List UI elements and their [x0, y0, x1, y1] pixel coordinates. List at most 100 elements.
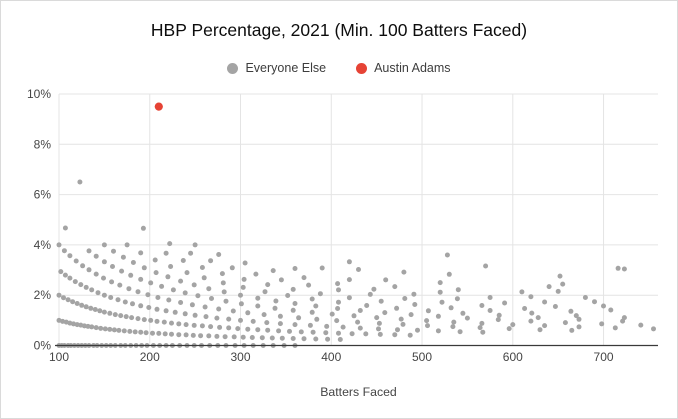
data-point[interactable] [261, 312, 267, 318]
data-point[interactable] [292, 266, 298, 271]
data-point[interactable] [128, 272, 134, 278]
data-point[interactable] [269, 335, 275, 341]
data-point[interactable] [621, 266, 627, 272]
data-point[interactable] [61, 295, 66, 301]
data-point[interactable] [542, 299, 548, 305]
data-point[interactable] [120, 254, 126, 260]
data-point[interactable] [250, 318, 256, 324]
data-point[interactable] [448, 305, 454, 311]
data-point[interactable] [162, 331, 168, 337]
data-point[interactable] [276, 328, 282, 334]
data-point[interactable] [340, 324, 346, 330]
data-point[interactable] [324, 323, 330, 329]
data-point[interactable] [357, 325, 363, 331]
data-point[interactable] [159, 283, 165, 289]
data-point[interactable] [336, 287, 341, 293]
data-point[interactable] [255, 295, 261, 301]
data-point[interactable] [552, 304, 558, 309]
data-point[interactable] [402, 296, 408, 301]
data-point[interactable] [377, 331, 383, 337]
data-point[interactable] [546, 284, 552, 290]
data-point[interactable] [93, 253, 99, 259]
data-point[interactable] [568, 308, 574, 314]
data-point[interactable] [477, 325, 483, 331]
data-point[interactable] [61, 248, 67, 254]
data-point[interactable] [95, 290, 101, 296]
data-point[interactable] [178, 278, 184, 284]
data-point[interactable] [576, 324, 582, 330]
data-point[interactable] [56, 242, 62, 248]
data-point[interactable] [221, 289, 227, 295]
data-point[interactable] [392, 332, 398, 338]
data-point[interactable] [184, 270, 190, 276]
data-point[interactable] [592, 299, 597, 305]
data-point[interactable] [265, 282, 271, 288]
data-point[interactable] [150, 330, 155, 336]
data-point[interactable] [608, 307, 614, 313]
data-point[interactable] [573, 313, 579, 319]
data-point[interactable] [313, 336, 319, 342]
data-point[interactable] [319, 265, 325, 271]
data-point[interactable] [73, 258, 79, 264]
data-point[interactable] [374, 315, 380, 321]
data-point[interactable] [226, 316, 232, 322]
data-point[interactable] [378, 298, 384, 304]
data-point[interactable] [238, 317, 243, 323]
data-point[interactable] [325, 336, 331, 342]
data-point[interactable] [601, 303, 606, 309]
data-point[interactable] [376, 320, 382, 326]
data-point[interactable] [306, 282, 312, 288]
data-point[interactable] [191, 282, 197, 288]
data-point[interactable] [122, 299, 128, 305]
data-point[interactable] [60, 318, 66, 324]
data-point[interactable] [85, 323, 91, 329]
data-point[interactable] [219, 271, 225, 277]
data-point[interactable] [170, 287, 176, 293]
legend-item-austin-adams[interactable]: Austin Adams [356, 61, 451, 75]
data-point[interactable] [555, 288, 561, 294]
data-point[interactable] [287, 328, 292, 334]
data-point[interactable] [191, 322, 197, 328]
data-point[interactable] [135, 316, 141, 322]
data-point[interactable] [208, 258, 214, 264]
data-point[interactable] [72, 279, 78, 285]
data-point[interactable] [245, 326, 251, 332]
data-point[interactable] [457, 329, 463, 335]
data-point[interactable] [101, 292, 107, 298]
data-point[interactable] [77, 179, 83, 185]
data-point[interactable] [145, 292, 151, 298]
data-point[interactable] [58, 269, 64, 275]
data-point[interactable] [296, 315, 302, 321]
data-point[interactable] [290, 307, 296, 313]
data-point[interactable] [240, 284, 246, 290]
data-point[interactable] [216, 252, 222, 257]
data-point[interactable] [83, 284, 89, 290]
data-point[interactable] [182, 311, 188, 317]
data-point[interactable] [615, 265, 621, 271]
data-point[interactable] [278, 277, 284, 283]
data-point[interactable] [363, 331, 369, 337]
data-point[interactable] [401, 269, 407, 275]
data-point[interactable] [222, 334, 228, 340]
data-point[interactable] [172, 309, 178, 315]
data-point[interactable] [123, 314, 129, 320]
data-point[interactable] [495, 317, 501, 323]
data-point[interactable] [349, 331, 355, 337]
data-point[interactable] [169, 331, 174, 337]
data-point[interactable] [273, 298, 279, 304]
data-point[interactable] [140, 225, 146, 231]
data-point[interactable] [206, 286, 212, 292]
data-point[interactable] [444, 252, 450, 258]
data-point[interactable] [89, 287, 95, 293]
data-point[interactable] [313, 303, 319, 309]
data-point[interactable] [483, 263, 489, 269]
data-point[interactable] [569, 327, 575, 333]
data-point[interactable] [265, 327, 271, 333]
data-point[interactable] [107, 326, 113, 332]
data-point[interactable] [189, 302, 195, 308]
data-point[interactable] [307, 322, 313, 328]
data-point[interactable] [230, 308, 236, 314]
data-point[interactable] [74, 301, 80, 306]
data-point[interactable] [346, 259, 352, 265]
data-point[interactable] [98, 325, 104, 331]
